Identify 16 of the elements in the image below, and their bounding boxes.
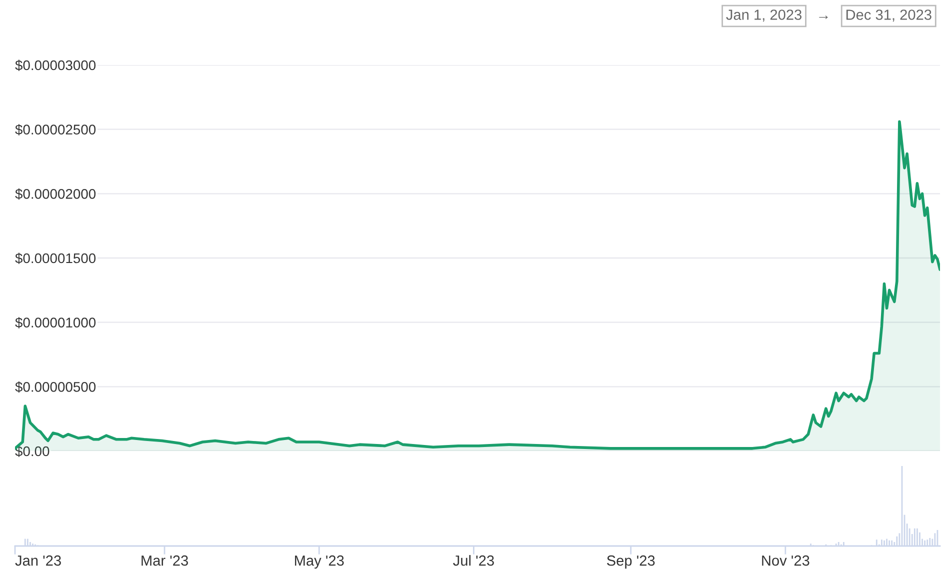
y-tick-label: $0.00001000 [15, 317, 96, 328]
y-tick-label: $0.00002000 [15, 188, 96, 200]
x-tick-label: May '23 [295, 555, 344, 569]
y-tick-label: $0.00000500 [15, 381, 96, 393]
x-tick-label: Mar '23 [142, 555, 188, 566]
text: → [819, 16, 828, 20]
x-tick-label: Jan '23 [15, 555, 61, 566]
y-tick-label: $0.00003000 [15, 60, 96, 71]
y-tick-label: $0.00001500 [15, 252, 96, 264]
text: Dec 31, 2023 [846, 10, 932, 22]
x-tick-label: Nov '23 [762, 555, 810, 566]
y-tick-label: $0.00002500 [15, 124, 96, 136]
x-tick-label: Jul '23 [453, 555, 494, 566]
text: Jan 1, 2023 [726, 10, 802, 22]
y-tick-label: $0.00 [15, 446, 50, 457]
x-tick-label: Sep '23 [606, 555, 655, 569]
